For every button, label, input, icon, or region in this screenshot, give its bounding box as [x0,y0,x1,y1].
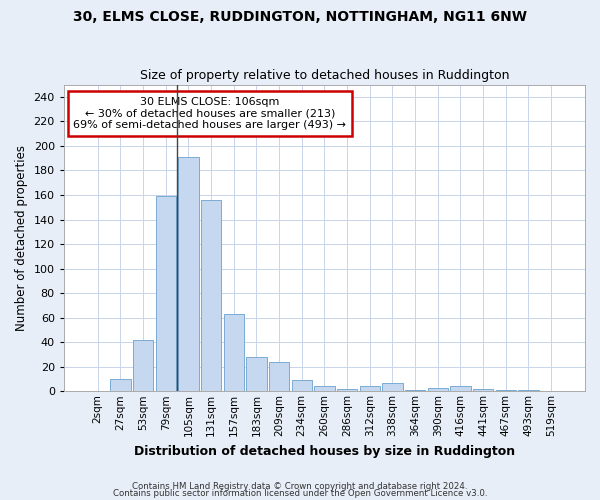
Y-axis label: Number of detached properties: Number of detached properties [15,145,28,331]
Bar [269,362,289,392]
Text: 30 ELMS CLOSE: 106sqm
← 30% of detached houses are smaller (213)
69% of semi-det: 30 ELMS CLOSE: 106sqm ← 30% of detached … [73,97,346,130]
Bar [155,196,176,392]
Bar [292,380,312,392]
Bar [450,386,470,392]
Title: Size of property relative to detached houses in Ruddington: Size of property relative to detached ho… [140,69,509,82]
Bar [178,157,199,392]
X-axis label: Distribution of detached houses by size in Ruddington: Distribution of detached houses by size … [134,444,515,458]
Bar [359,386,380,392]
Bar [382,382,403,392]
Bar [496,390,516,392]
Bar [224,314,244,392]
Bar [473,389,493,392]
Bar [428,388,448,392]
Bar [314,386,335,392]
Text: Contains HM Land Registry data © Crown copyright and database right 2024.: Contains HM Land Registry data © Crown c… [132,482,468,491]
Bar [110,379,131,392]
Bar [201,200,221,392]
Text: Contains public sector information licensed under the Open Government Licence v3: Contains public sector information licen… [113,489,487,498]
Bar [405,390,425,392]
Text: 30, ELMS CLOSE, RUDDINGTON, NOTTINGHAM, NG11 6NW: 30, ELMS CLOSE, RUDDINGTON, NOTTINGHAM, … [73,10,527,24]
Bar [518,390,539,392]
Bar [337,389,357,392]
Bar [246,357,266,392]
Bar [133,340,153,392]
